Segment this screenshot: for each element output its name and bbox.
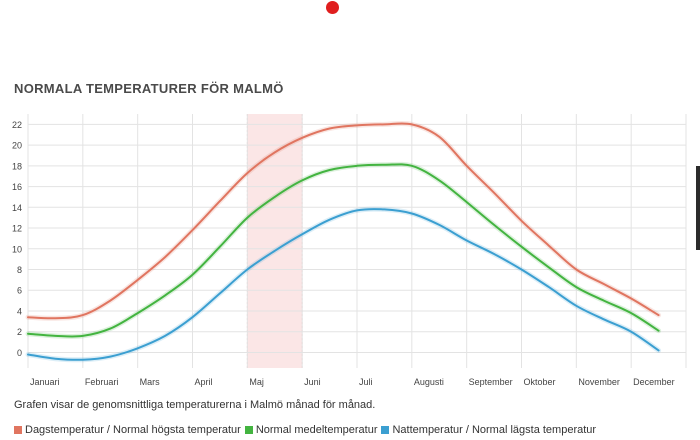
x-tick-label-mars: Mars [140,377,160,387]
x-tick-label-januari: Januari [30,377,60,387]
x-tick-label-april: April [195,377,213,387]
series-line-low[interactable] [27,208,660,361]
legend-swatch-mean [244,426,253,434]
y-tick-label: 14 [12,203,22,213]
y-tick-label: 16 [12,182,22,192]
legend: Dagstemperatur / Normal högsta temperatu… [14,424,600,436]
y-tick-label: 2 [17,327,22,337]
x-tick-label-november: November [578,377,620,387]
y-tick-label: 10 [12,244,22,254]
legend-item-mean[interactable]: Normal medeltemperatur [244,424,378,436]
y-tick-label: 20 [12,141,22,151]
series-line-high[interactable] [27,122,660,320]
legend-label-low: Nattemperatur / Normal lägsta temperatur [392,424,597,436]
legend-label-high: Dagstemperatur / Normal högsta temperatu… [25,424,241,436]
series-line-mean[interactable] [27,163,660,338]
y-tick-label: 8 [17,265,22,275]
scrollbar-edge[interactable] [696,166,700,250]
chart-caption: Grafen visar de genomsnittliga temperatu… [14,399,376,411]
y-tick-label: 18 [12,161,22,171]
red-dot-icon [326,1,339,14]
legend-swatch-high [14,426,22,434]
legend-swatch-low [381,426,390,434]
x-tick-label-oktober: Oktober [524,377,556,387]
series-glow-low [25,206,662,363]
series-glow-high [25,120,662,321]
legend-label-mean: Normal medeltemperatur [255,424,378,436]
x-tick-label-juli: Juli [359,377,373,387]
x-tick-label-augusti: Augusti [414,377,444,387]
legend-item-low[interactable]: Nattemperatur / Normal lägsta temperatur [381,424,596,436]
y-tick-label: 0 [17,348,22,358]
legend-item-high[interactable]: Dagstemperatur / Normal högsta temperatu… [14,424,241,436]
x-tick-label-september: September [469,377,513,387]
y-tick-label: 4 [17,306,22,316]
x-tick-label-maj: Maj [249,377,264,387]
y-tick-label: 12 [12,224,22,234]
chart-title: NORMALA TEMPERATURER FÖR MALMÖ [14,81,284,96]
x-tick-label-december: December [633,377,675,387]
x-tick-label-juni: Juni [304,377,321,387]
highlight-band-maj [247,114,303,368]
y-tick-label: 6 [17,286,22,296]
x-tick-label-februari: Februari [85,377,119,387]
y-tick-label: 22 [12,120,22,130]
